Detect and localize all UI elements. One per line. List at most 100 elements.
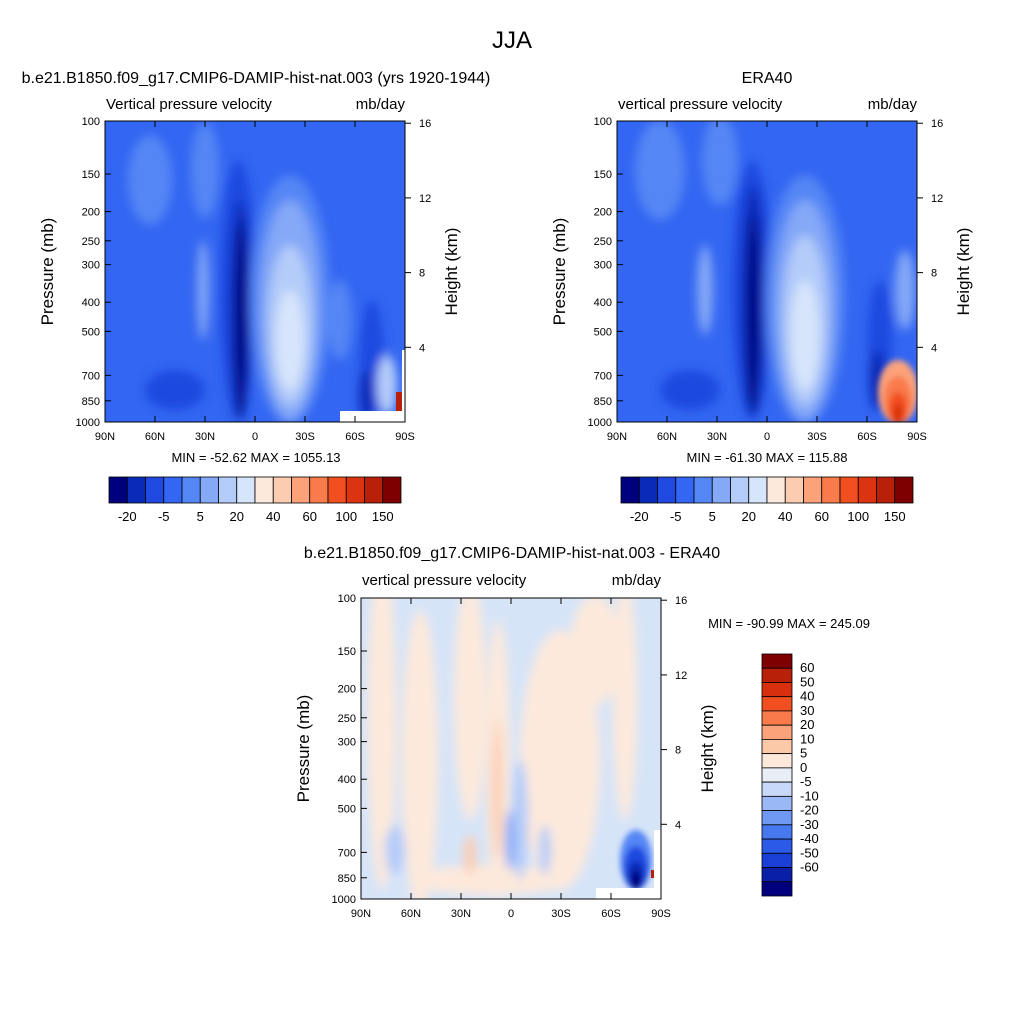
field-blob bbox=[895, 250, 915, 330]
colorbar-swatch bbox=[894, 476, 914, 504]
field-blob bbox=[359, 370, 373, 420]
colorbar-label: 60 bbox=[800, 660, 814, 675]
y-tick-label: 1000 bbox=[332, 894, 356, 906]
colorbar-swatch bbox=[199, 476, 219, 504]
colorbar-label: -5 bbox=[800, 774, 812, 789]
colorbar-swatch bbox=[766, 476, 786, 504]
colorbar-label: 150 bbox=[372, 509, 394, 524]
colorbar-swatch bbox=[272, 476, 292, 504]
y-tick-label: 700 bbox=[338, 847, 356, 859]
right-y-tick-label: 12 bbox=[931, 193, 943, 205]
x-tick-label: 0 bbox=[508, 908, 514, 920]
x-tick-label: 60S bbox=[601, 908, 621, 920]
colorbar-swatch bbox=[839, 476, 859, 504]
colorbar-swatch bbox=[761, 838, 793, 854]
colorbar-swatch bbox=[761, 767, 793, 783]
panel-difference: b.e21.B1850.f09_g17.CMIP6-DAMIP-hist-nat… bbox=[294, 545, 870, 920]
colorbar-swatch bbox=[711, 476, 731, 504]
panel-model-colorbar: -20 -5 5 20 40 60 100 150 bbox=[108, 476, 402, 524]
right-y-tick-label: 16 bbox=[419, 118, 431, 130]
field-blob bbox=[276, 290, 304, 390]
field-blob bbox=[791, 280, 819, 390]
y-tick-label: 1000 bbox=[588, 417, 612, 429]
right-y-axis-title: Height (km) bbox=[442, 228, 461, 316]
right-y-tick-label: 4 bbox=[675, 819, 681, 831]
field-missing-mask bbox=[596, 888, 661, 899]
panel-era40-axes: 100 150 200 250 300 400 500 700 850 1000 90N 60N 30N… bbox=[550, 116, 973, 443]
x-tick-label: 60N bbox=[657, 431, 677, 443]
field-blob bbox=[697, 245, 713, 335]
colorbar-swatch bbox=[761, 753, 793, 769]
colorbar-swatch bbox=[821, 476, 841, 504]
panel-difference-variable-label: vertical pressure velocity bbox=[362, 572, 527, 589]
y-tick-label: 300 bbox=[338, 737, 356, 749]
y-axis-title: Pressure (mb) bbox=[550, 218, 569, 326]
colorbar-swatch bbox=[761, 653, 793, 669]
colorbar-swatch bbox=[236, 476, 256, 504]
colorbar-swatch bbox=[364, 476, 384, 504]
colorbar-label: 100 bbox=[847, 509, 869, 524]
colorbar-swatch bbox=[761, 781, 793, 797]
y-tick-label: 700 bbox=[82, 370, 100, 382]
right-y-tick-label: 8 bbox=[931, 268, 937, 280]
figure-title: JJA bbox=[492, 27, 532, 54]
colorbar-swatch bbox=[108, 476, 128, 504]
x-tick-label: 0 bbox=[252, 431, 258, 443]
colorbar-swatch bbox=[803, 476, 823, 504]
field-blob bbox=[377, 355, 397, 415]
colorbar-swatch bbox=[784, 476, 804, 504]
field-blob bbox=[747, 215, 759, 415]
y-tick-label: 300 bbox=[82, 260, 100, 272]
colorbar-swatch bbox=[675, 476, 695, 504]
colorbar-swatch bbox=[309, 476, 329, 504]
colorbar-label: -10 bbox=[800, 788, 819, 803]
colorbar-label: 20 bbox=[230, 509, 244, 524]
panel-era40: ERA40 vertical pressure velocity mb/day bbox=[550, 70, 973, 524]
colorbar-swatch bbox=[761, 667, 793, 683]
colorbar-swatch bbox=[857, 476, 877, 504]
colorbar-label: 50 bbox=[800, 674, 814, 689]
colorbar-swatch bbox=[345, 476, 365, 504]
colorbar-label: 5 bbox=[709, 509, 716, 524]
panel-era40-field bbox=[617, 121, 917, 422]
y-tick-label: 200 bbox=[338, 684, 356, 696]
panel-era40-variable-label: vertical pressure velocity bbox=[618, 96, 783, 113]
y-tick-label: 150 bbox=[82, 169, 100, 181]
y-tick-label: 500 bbox=[594, 326, 612, 338]
x-tick-label: 60S bbox=[857, 431, 877, 443]
field-peak bbox=[651, 870, 655, 878]
field-blob bbox=[893, 404, 903, 422]
x-tick-label: 60S bbox=[345, 431, 365, 443]
panel-difference-stats: MIN = -90.99 MAX = 245.09 bbox=[708, 616, 870, 631]
panel-model: b.e21.B1850.f09_g17.CMIP6-DAMIP-hist-nat… bbox=[22, 70, 491, 524]
colorbar-swatch bbox=[291, 476, 311, 504]
colorbar-label: 10 bbox=[800, 731, 814, 746]
colorbar-swatch bbox=[761, 724, 793, 740]
field-blob bbox=[410, 865, 570, 895]
y-tick-label: 250 bbox=[82, 236, 100, 248]
field-blob bbox=[570, 598, 620, 705]
x-tick-label: 30N bbox=[195, 431, 215, 443]
colorbar-swatch bbox=[761, 852, 793, 868]
panel-era40-colorbar: -20 -5 5 20 40 60 100 150 bbox=[620, 476, 914, 524]
right-y-tick-label: 12 bbox=[675, 670, 687, 682]
colorbar-swatch bbox=[254, 476, 274, 504]
field-blob bbox=[613, 598, 637, 820]
y-tick-label: 500 bbox=[82, 326, 100, 338]
field-missing-mask bbox=[654, 830, 661, 899]
x-tick-label: 30N bbox=[707, 431, 727, 443]
colorbar-swatch bbox=[657, 476, 677, 504]
colorbar-swatch bbox=[382, 476, 402, 504]
colorbar-swatch bbox=[761, 881, 793, 897]
x-tick-label: 90N bbox=[607, 431, 627, 443]
colorbar-swatch bbox=[761, 739, 793, 755]
field-peak bbox=[396, 392, 402, 412]
field-blob bbox=[454, 598, 486, 820]
y-tick-label: 100 bbox=[82, 116, 100, 128]
field-blob bbox=[328, 280, 352, 360]
y-tick-label: 200 bbox=[82, 207, 100, 219]
x-tick-label: 30N bbox=[451, 908, 471, 920]
field-blob bbox=[505, 810, 515, 870]
colorbar-swatch bbox=[761, 795, 793, 811]
x-tick-label: 30S bbox=[807, 431, 827, 443]
